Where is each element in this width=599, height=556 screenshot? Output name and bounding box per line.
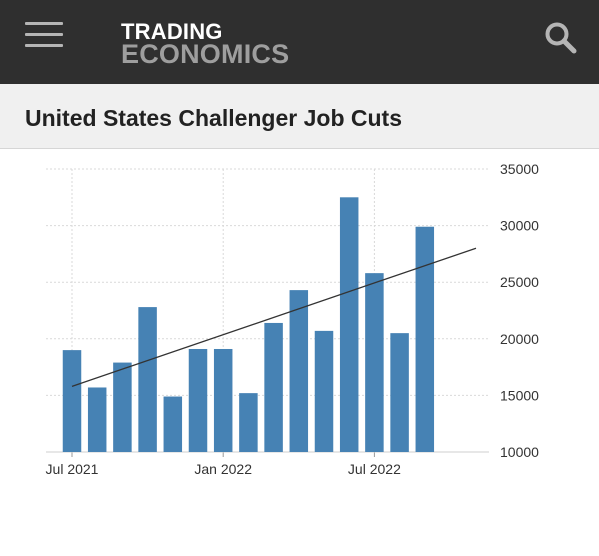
trend-layer — [71, 247, 477, 387]
bar-2022-01[interactable] — [213, 348, 233, 452]
bar-2022-03[interactable] — [264, 322, 283, 452]
bar-2022-04[interactable] — [289, 290, 309, 452]
y-axis-ticks: 35000 30000 25000 20000 15000 10000 — [500, 161, 539, 460]
bar-2022-02[interactable] — [239, 393, 258, 452]
page-title-bar: United States Challenger Job Cuts — [0, 84, 599, 149]
y-tick-label: 10000 — [500, 444, 539, 460]
x-axis-ticks: Jul 2021 Jan 2022 Jul 2022 — [46, 461, 402, 477]
brand-logo-line2: ECONOMICS — [121, 39, 290, 69]
bar-2022-06[interactable] — [339, 197, 359, 452]
brand-logo[interactable]: TRADING ECONOMICS — [121, 21, 289, 68]
y-tick-label: 15000 — [500, 387, 539, 403]
bar-2021-09[interactable] — [113, 362, 132, 452]
bar-2021-07[interactable] — [62, 350, 82, 452]
bar-2021-12[interactable] — [188, 348, 208, 452]
y-tick-label: 35000 — [500, 161, 539, 177]
trend-line — [71, 247, 477, 387]
bar-2021-10[interactable] — [138, 307, 157, 452]
y-tick-label: 20000 — [500, 331, 539, 347]
y-tick-label: 30000 — [500, 218, 539, 234]
x-tick-label: Jul 2021 — [46, 461, 99, 477]
bar-2021-08[interactable] — [87, 387, 107, 452]
brand-logo-line1: TRADING — [121, 19, 223, 44]
bars-layer — [62, 197, 435, 452]
x-tick-label: Jan 2022 — [194, 461, 252, 477]
bar-2021-11[interactable] — [163, 396, 183, 452]
hamburger-menu-icon[interactable] — [25, 22, 63, 48]
bar-2022-07[interactable] — [365, 273, 384, 452]
bar-2022-05[interactable] — [314, 330, 334, 452]
job-cuts-chart: 35000 30000 25000 20000 15000 10000 Jul 2021 J… — [0, 149, 599, 556]
bar-2022-09[interactable] — [415, 226, 435, 452]
bar-2022-08[interactable] — [390, 333, 409, 452]
search-icon[interactable] — [544, 21, 578, 55]
y-tick-label: 25000 — [500, 274, 539, 290]
page-title: United States Challenger Job Cuts — [25, 105, 403, 131]
x-tick-label: Jul 2022 — [348, 461, 401, 477]
top-navigation-bar: TRADING ECONOMICS — [0, 0, 599, 84]
